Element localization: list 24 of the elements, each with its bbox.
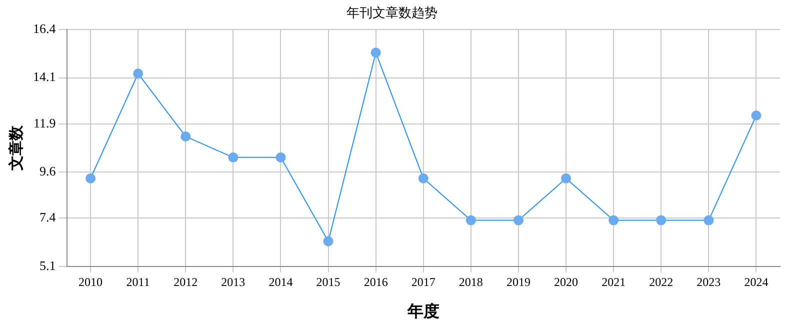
y-tick-label: 14.1: [33, 69, 56, 84]
x-tick-label: 2014: [268, 274, 293, 289]
y-axis-title: 文章数: [6, 124, 25, 172]
x-tick-label: 2018: [458, 274, 483, 289]
x-tick-label: 2021: [602, 274, 626, 289]
x-tick-label: 2023: [696, 274, 721, 289]
y-tick-label: 11.9: [33, 115, 56, 130]
x-tick-label: 2013: [221, 274, 246, 289]
x-tick-label: 2017: [411, 274, 436, 289]
x-tick-label: 2016: [364, 274, 388, 289]
x-tick-label: 2010: [78, 274, 103, 289]
x-tick-label: 2020: [554, 274, 578, 289]
x-tick-label: 2024: [744, 274, 768, 289]
x-tick-label: 2012: [174, 274, 198, 289]
y-tick-label: 5.1: [40, 258, 56, 273]
y-tick-label: 7.4: [40, 210, 56, 225]
x-tick-label: 2011: [126, 274, 150, 289]
y-tick-label: 16.4: [33, 21, 56, 36]
y-tick-label: 9.6: [40, 164, 56, 179]
x-axis-title: 年度: [406, 302, 440, 321]
x-tick-label: 2022: [649, 274, 674, 289]
chart-title: 年刊文章数趋势: [346, 5, 438, 20]
x-tick-label: 2015: [316, 274, 340, 289]
x-tick-label: 2019: [506, 274, 530, 289]
